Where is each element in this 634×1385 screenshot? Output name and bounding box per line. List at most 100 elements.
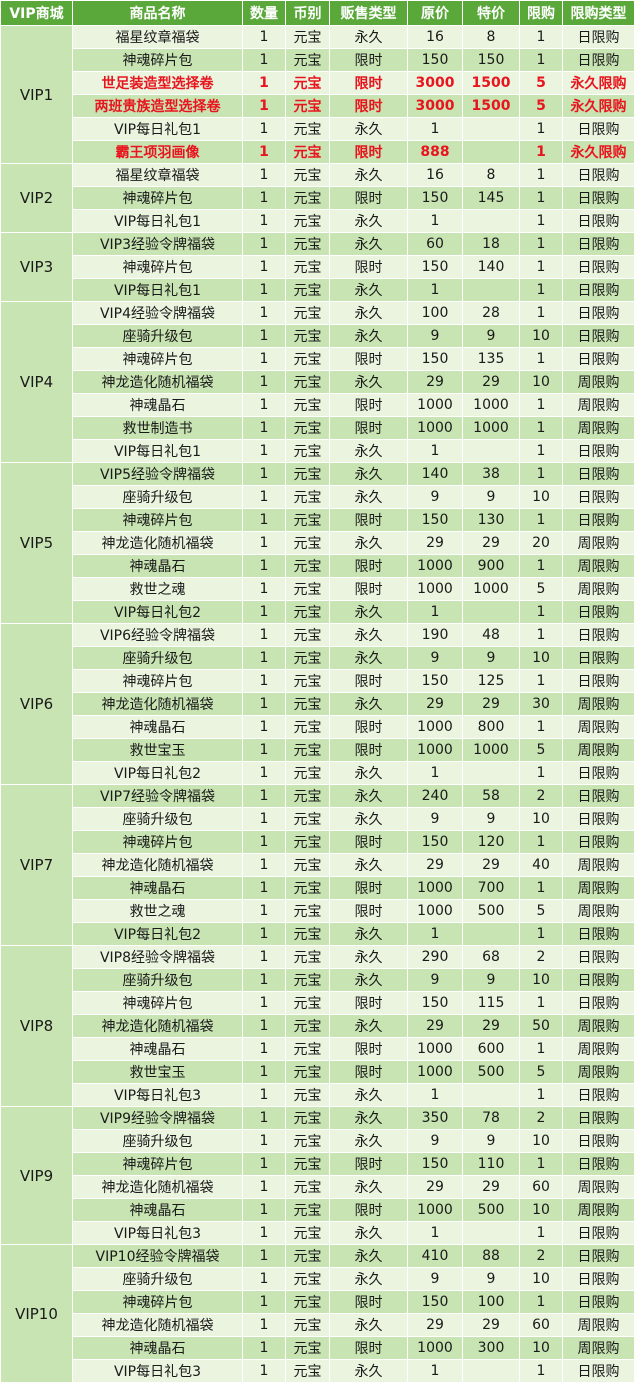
limit-cell: 30 — [519, 692, 563, 716]
vip-level-cell: VIP6 — [0, 623, 73, 785]
quantity-cell: 1 — [242, 554, 286, 578]
item-name-cell: 神魂晶石 — [72, 876, 243, 900]
currency-cell: 元宝 — [285, 1290, 330, 1314]
original-price-cell: 240 — [407, 784, 463, 808]
currency-cell: 元宝 — [285, 669, 330, 693]
limit-type-cell: 周限购 — [562, 1060, 634, 1084]
special-price-cell: 8 — [462, 25, 520, 49]
sale-type-cell: 永久 — [329, 324, 408, 348]
quantity-cell: 1 — [242, 71, 286, 95]
limit-cell: 1 — [519, 439, 563, 463]
original-price-cell: 29 — [407, 370, 463, 394]
limit-cell: 2 — [519, 1106, 563, 1130]
currency-cell: 元宝 — [285, 1152, 330, 1176]
special-price-cell — [462, 761, 520, 785]
special-price-cell: 29 — [462, 531, 520, 555]
limit-cell: 5 — [519, 71, 563, 95]
table-row: VIP每日礼包3 1 元宝 永久 1 1 日限购 — [1, 1359, 634, 1383]
item-name-cell: 救世宝玉 — [72, 1060, 243, 1084]
limit-type-cell: 日限购 — [562, 301, 634, 325]
currency-cell: 元宝 — [285, 1313, 330, 1337]
sale-type-cell: 限时 — [329, 876, 408, 900]
currency-cell: 元宝 — [285, 646, 330, 670]
quantity-cell: 1 — [242, 807, 286, 831]
sale-type-cell: 限时 — [329, 186, 408, 210]
special-price-cell: 88 — [462, 1244, 520, 1268]
limit-type-cell: 日限购 — [562, 1152, 634, 1176]
table-row: 两班贵族造型选择卷 1 元宝 限时 3000 1500 5 永久限购 — [1, 94, 634, 118]
limit-cell: 10 — [519, 370, 563, 394]
item-name-cell: 霸王项羽画像 — [72, 140, 243, 164]
sale-type-cell: 永久 — [329, 232, 408, 256]
sale-type-cell: 限时 — [329, 94, 408, 118]
currency-cell: 元宝 — [285, 715, 330, 739]
sale-type-cell: 限时 — [329, 1037, 408, 1061]
quantity-cell: 1 — [242, 692, 286, 716]
currency-cell: 元宝 — [285, 416, 330, 440]
limit-cell: 40 — [519, 853, 563, 877]
special-price-cell: 100 — [462, 1290, 520, 1314]
limit-cell: 1 — [519, 48, 563, 72]
limit-cell: 1 — [519, 301, 563, 325]
table-row: 神魂晶石 1 元宝 限时 1000 800 1 周限购 — [1, 715, 634, 739]
limit-type-cell: 周限购 — [562, 531, 634, 555]
table-row: 神魂晶石 1 元宝 限时 1000 1000 1 周限购 — [1, 393, 634, 417]
limit-type-cell: 周限购 — [562, 1198, 634, 1222]
limit-type-cell: 日限购 — [562, 1221, 634, 1245]
original-price-cell: 150 — [407, 255, 463, 279]
special-price-cell: 500 — [462, 899, 520, 923]
quantity-cell: 1 — [242, 531, 286, 555]
special-price-cell: 1500 — [462, 94, 520, 118]
special-price-cell: 150 — [462, 48, 520, 72]
item-name-cell: VIP9经验令牌福袋 — [72, 1106, 243, 1130]
special-price-cell — [462, 117, 520, 141]
sale-type-cell: 永久 — [329, 784, 408, 808]
limit-type-cell: 周限购 — [562, 1313, 634, 1337]
table-row: 神魂碎片包 1 元宝 限时 150 130 1 日限购 — [1, 508, 634, 532]
limit-cell: 1 — [519, 347, 563, 371]
item-name-cell: 救世之魂 — [72, 899, 243, 923]
original-price-cell: 9 — [407, 485, 463, 509]
table-row: 座骑升级包 1 元宝 永久 9 9 10 日限购 — [1, 1267, 634, 1291]
quantity-cell: 1 — [242, 1106, 286, 1130]
item-name-cell: VIP6经验令牌福袋 — [72, 623, 243, 647]
limit-cell: 1 — [519, 25, 563, 49]
item-name-cell: 座骑升级包 — [72, 807, 243, 831]
original-price-cell: 150 — [407, 347, 463, 371]
item-name-cell: 神龙造化随机福袋 — [72, 1313, 243, 1337]
limit-type-cell: 日限购 — [562, 1290, 634, 1314]
original-price-cell: 9 — [407, 1129, 463, 1153]
currency-cell: 元宝 — [285, 600, 330, 624]
sale-type-cell: 永久 — [329, 117, 408, 141]
special-price-cell: 29 — [462, 853, 520, 877]
table-row: 救世之魂 1 元宝 限时 1000 500 5 周限购 — [1, 899, 634, 923]
currency-cell: 元宝 — [285, 209, 330, 233]
quantity-cell: 1 — [242, 48, 286, 72]
item-name-cell: 神魂晶石 — [72, 554, 243, 578]
special-price-cell: 145 — [462, 186, 520, 210]
original-price-cell: 29 — [407, 531, 463, 555]
limit-type-cell: 日限购 — [562, 922, 634, 946]
table-row: VIP每日礼包3 1 元宝 永久 1 1 日限购 — [1, 1083, 634, 1107]
limit-cell: 1 — [519, 462, 563, 486]
original-price-cell: 60 — [407, 232, 463, 256]
limit-cell: 10 — [519, 1336, 563, 1360]
limit-cell: 1 — [519, 393, 563, 417]
quantity-cell: 1 — [242, 94, 286, 118]
item-name-cell: 救世之魂 — [72, 577, 243, 601]
quantity-cell: 1 — [242, 1290, 286, 1314]
sale-type-cell: 限时 — [329, 577, 408, 601]
limit-cell: 5 — [519, 738, 563, 762]
limit-type-cell: 永久限购 — [562, 94, 634, 118]
limit-cell: 1 — [519, 623, 563, 647]
header-currency: 币别 — [285, 0, 330, 26]
original-price-cell: 1000 — [407, 899, 463, 923]
quantity-cell: 1 — [242, 853, 286, 877]
special-price-cell: 700 — [462, 876, 520, 900]
sale-type-cell: 限时 — [329, 48, 408, 72]
original-price-cell: 1000 — [407, 715, 463, 739]
limit-type-cell: 日限购 — [562, 485, 634, 509]
limit-cell: 1 — [519, 209, 563, 233]
item-name-cell: 神魂碎片包 — [72, 508, 243, 532]
special-price-cell: 9 — [462, 807, 520, 831]
